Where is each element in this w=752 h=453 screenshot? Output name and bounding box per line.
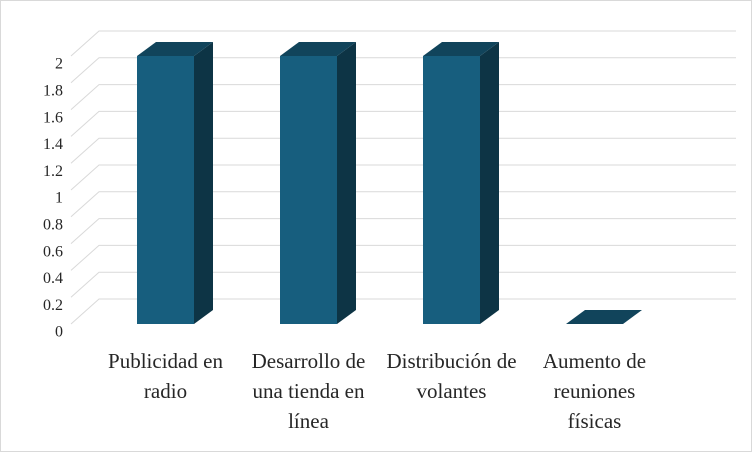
y-tick-label: 1.8	[43, 82, 63, 99]
y-tick-label: 0.8	[43, 216, 63, 233]
y-tick-label: 0.6	[43, 243, 63, 260]
bar	[423, 56, 480, 324]
bar-side	[194, 42, 213, 324]
bar	[280, 56, 337, 324]
bar-top	[280, 42, 356, 56]
grid-line	[70, 137, 736, 164]
y-tick-label: 1	[55, 190, 63, 207]
x-tick-label: Distribución de volantes	[386, 349, 517, 403]
grid-line	[70, 191, 736, 218]
y-tick-label: 0	[55, 324, 63, 341]
bar-side	[480, 42, 499, 324]
y-tick-label: 0.2	[43, 297, 63, 314]
grid-line	[70, 271, 736, 298]
y-tick-label: 2	[55, 56, 63, 73]
x-tick-label: Publicidad en radio	[108, 349, 223, 403]
bar-top	[137, 42, 213, 56]
x-tick-label: Aumento de reuniones físicas	[542, 349, 647, 433]
bar-top	[423, 42, 499, 56]
grid-line	[70, 84, 736, 110]
y-tick-label: 1.4	[43, 136, 63, 153]
bar-side	[337, 42, 356, 324]
y-tick-label: 1.2	[43, 163, 63, 180]
grid-line	[70, 57, 736, 84]
x-tick-label: Desarrollo de una tienda en línea	[251, 349, 366, 433]
grid-line	[70, 244, 736, 271]
bar-top	[566, 310, 642, 324]
grid-line	[70, 218, 736, 244]
grid-line	[70, 110, 736, 137]
bar	[137, 56, 194, 324]
grid-line	[70, 298, 736, 325]
y-tick-label: 1.6	[43, 109, 63, 126]
grid-line	[70, 164, 736, 191]
grid-line	[70, 30, 736, 57]
y-tick-label: 0.4	[43, 270, 63, 287]
